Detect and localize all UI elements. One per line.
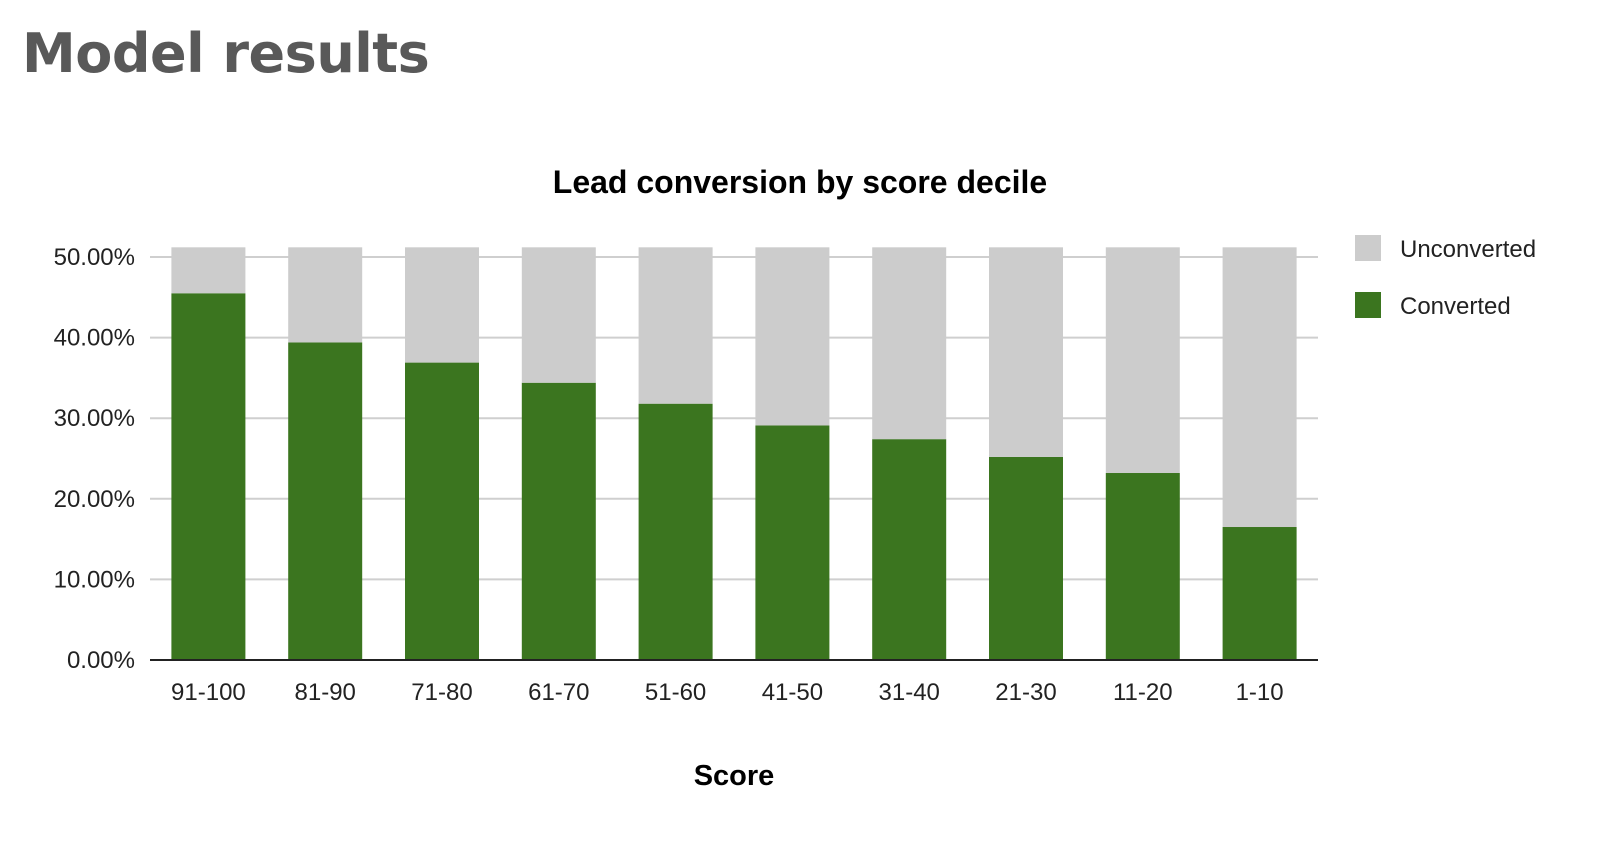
y-tick-label: 20.00%	[54, 486, 135, 513]
x-tick-label: 51-60	[645, 679, 706, 706]
y-tick-label: 10.00%	[54, 566, 135, 593]
bar-converted-21-30	[989, 456, 1063, 660]
y-tick-label: 30.00%	[54, 405, 135, 432]
bar-unconverted-51-60	[638, 247, 713, 404]
legend-label-unconverted: Unconverted	[1400, 236, 1536, 263]
bar-converted-1-10	[1222, 527, 1297, 660]
x-tick-label: 31-40	[879, 679, 940, 706]
bar-converted-51-60	[638, 403, 713, 660]
y-tick-label: 50.00%	[54, 244, 135, 271]
x-tick-label: 71-80	[411, 679, 472, 706]
legend-label-converted: Converted	[1400, 293, 1511, 320]
bar-unconverted-71-80	[405, 247, 479, 363]
x-axis-label: Score	[694, 760, 775, 792]
x-tick-label: 61-70	[528, 679, 589, 706]
x-tick-label: 41-50	[762, 679, 823, 706]
x-tick-label: 91-100	[171, 679, 246, 706]
x-tick-label: 21-30	[995, 679, 1056, 706]
bar-unconverted-41-50	[755, 247, 830, 426]
bar-converted-41-50	[755, 425, 830, 660]
bar-converted-11-20	[1105, 473, 1180, 660]
x-tick-label: 1-10	[1236, 679, 1284, 706]
y-axis-ticks: 0.00% 10.00% 20.00% 30.00% 40.00% 50.00%	[54, 244, 135, 674]
y-tick-label: 0.00%	[67, 647, 135, 674]
legend-swatch-converted	[1355, 292, 1381, 318]
page-title: Model results	[22, 22, 430, 85]
bar-unconverted-1-10	[1222, 247, 1297, 528]
bar-unconverted-21-30	[989, 247, 1063, 457]
bar-unconverted-31-40	[872, 247, 947, 440]
bar-unconverted-91-100	[171, 247, 246, 294]
x-tick-label: 11-20	[1113, 679, 1173, 706]
bars	[171, 247, 1297, 660]
bar-unconverted-61-70	[521, 247, 596, 383]
bar-converted-61-70	[521, 382, 596, 660]
bar-converted-71-80	[405, 362, 479, 660]
bar-unconverted-11-20	[1105, 247, 1180, 474]
x-axis-ticks: 91-100 81-90 71-80 61-70 51-60 41-50 31-40 21-3…	[171, 679, 1284, 706]
legend: Unconverted Converted	[1355, 235, 1536, 320]
bar-converted-91-100	[171, 293, 246, 660]
bar-converted-81-90	[288, 342, 363, 660]
y-tick-label: 40.00%	[54, 325, 135, 352]
bar-converted-31-40	[872, 439, 947, 660]
x-tick-label: 81-90	[295, 679, 356, 706]
legend-swatch-unconverted	[1355, 235, 1381, 261]
bar-unconverted-81-90	[288, 247, 363, 343]
chart-title: Lead conversion by score decile	[553, 164, 1047, 200]
